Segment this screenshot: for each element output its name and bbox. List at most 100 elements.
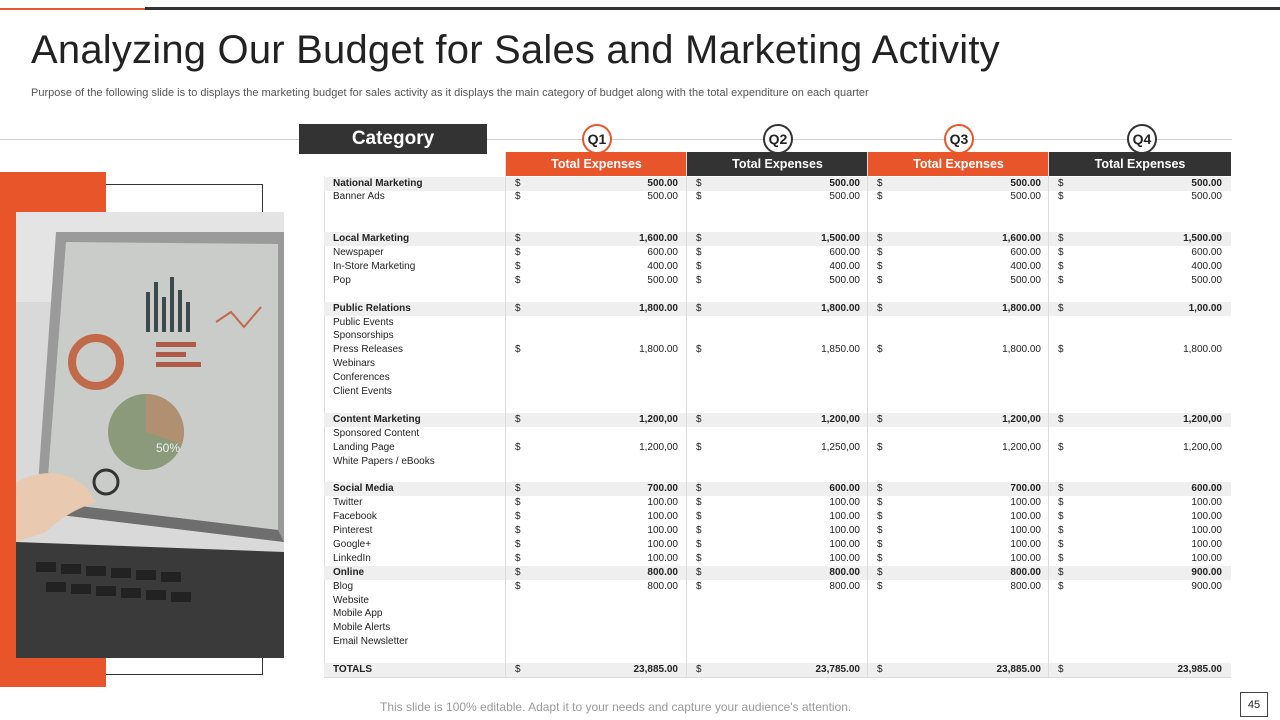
table-row: Press Releases $1,800.00 $1,850.00 $1,800.0…: [324, 343, 1231, 357]
row-label: National Marketing: [333, 177, 423, 189]
currency-symbol: $: [696, 566, 702, 578]
table-row: Online $800.00 $800.00 $800.00 $900.00: [324, 565, 1231, 580]
currency-symbol: $: [877, 191, 883, 203]
table-row: Sponsorships: [324, 329, 1231, 343]
currency-symbol: $: [877, 538, 883, 550]
table-row: In-Store Marketing $400.00 $400.00 $400.00 $…: [324, 260, 1231, 274]
currency-symbol: $: [1058, 344, 1064, 356]
row-label: Local Marketing: [333, 233, 410, 245]
amount-q1: 1,600.00: [639, 233, 678, 245]
amount-q4: 1,500.00: [1183, 233, 1222, 245]
currency-symbol: $: [696, 344, 702, 356]
amount-q2: 600.00: [829, 247, 860, 258]
amount-q1: 500.00: [647, 274, 678, 286]
row-label: Google+: [333, 538, 372, 550]
currency-symbol: $: [1058, 247, 1064, 258]
currency-symbol: $: [1058, 664, 1064, 675]
currency-symbol: $: [1058, 274, 1064, 286]
currency-symbol: $: [696, 552, 702, 564]
currency-symbol: $: [877, 664, 883, 675]
amount-q3: 400.00: [1010, 260, 1041, 272]
column-separator: [867, 152, 868, 678]
table-row: Conferences: [324, 371, 1231, 385]
amount-q4: 600.00: [1191, 483, 1222, 495]
row-label: Mobile App: [333, 608, 383, 620]
currency-symbol: $: [696, 441, 702, 453]
amount-q1: 700.00: [647, 483, 678, 495]
amount-q4: 23,985.00: [1177, 664, 1223, 675]
currency-symbol: $: [1058, 483, 1064, 495]
amount-q3: 700.00: [1010, 483, 1041, 495]
amount-q1: 100.00: [647, 511, 678, 523]
currency-symbol: $: [1058, 177, 1064, 189]
currency-symbol: $: [515, 191, 521, 203]
row-label: Online: [333, 566, 365, 578]
currency-symbol: $: [877, 525, 883, 536]
currency-symbol: $: [515, 177, 521, 189]
table-row: Webinars: [324, 357, 1231, 371]
page-number: 45: [1240, 692, 1268, 717]
amount-q4: 900.00: [1191, 580, 1222, 592]
amount-q1: 400.00: [647, 260, 678, 272]
category-header: Category: [299, 124, 487, 154]
table-row: Pop $500.00 $500.00 $500.00 $500.00: [324, 274, 1231, 288]
amount-q3: 500.00: [1010, 177, 1041, 189]
row-label: Public Relations: [333, 302, 411, 314]
currency-symbol: $: [1058, 302, 1064, 314]
row-label: LinkedIn: [333, 552, 371, 564]
amount-q2: 800.00: [829, 580, 860, 592]
table-row: Blog $800.00 $800.00 $800.00 $900.00: [324, 580, 1231, 594]
currency-symbol: $: [696, 497, 702, 509]
currency-symbol: $: [877, 441, 883, 453]
top-divider-bar: [145, 7, 1280, 10]
amount-q2: 400.00: [829, 260, 860, 272]
amount-q2: 1,500.00: [821, 233, 860, 245]
currency-symbol: $: [515, 302, 521, 314]
amount-q3: 1,200,00: [1002, 413, 1041, 425]
amount-q3: 100.00: [1010, 552, 1041, 564]
amount-q3: 500.00: [1010, 191, 1041, 203]
amount-q1: 600.00: [647, 247, 678, 258]
currency-symbol: $: [1058, 525, 1064, 536]
q1-column-header: Total Expenses: [506, 152, 687, 176]
table-row: Sponsored Content: [324, 427, 1231, 441]
column-separator: [1048, 152, 1049, 678]
column-separator: [686, 152, 687, 678]
quarter-q3-badge: Q3: [944, 124, 974, 154]
amount-q4: 500.00: [1191, 177, 1222, 189]
currency-symbol: $: [1058, 511, 1064, 523]
row-label: Public Events: [333, 316, 394, 328]
currency-symbol: $: [515, 413, 521, 425]
row-label: Client Events: [333, 386, 392, 397]
quarter-q4-badge: Q4: [1127, 124, 1157, 154]
currency-symbol: $: [515, 260, 521, 272]
currency-symbol: $: [877, 233, 883, 245]
currency-symbol: $: [1058, 497, 1064, 509]
amount-q2: 23,785.00: [815, 664, 861, 675]
table-row: Email Newsletter: [324, 635, 1231, 649]
amount-q1: 100.00: [647, 525, 678, 536]
table-row-spacer: [324, 649, 1231, 663]
amount-q2: 100.00: [829, 552, 860, 564]
amount-q2: 100.00: [829, 497, 860, 509]
currency-symbol: $: [515, 566, 521, 578]
table-row: Website: [324, 594, 1231, 608]
table-row: White Papers / eBooks: [324, 455, 1231, 469]
currency-symbol: $: [1058, 260, 1064, 272]
currency-symbol: $: [515, 538, 521, 550]
amount-q2: 500.00: [829, 191, 860, 203]
amount-q2: 800.00: [829, 566, 860, 578]
row-label: Twitter: [333, 497, 363, 509]
amount-q4: 1,00.00: [1188, 302, 1222, 314]
currency-symbol: $: [515, 247, 521, 258]
currency-symbol: $: [515, 664, 521, 675]
amount-q3: 1,800.00: [1002, 344, 1041, 356]
currency-symbol: $: [877, 247, 883, 258]
currency-symbol: $: [877, 177, 883, 189]
row-label: Banner Ads: [333, 191, 385, 203]
currency-symbol: $: [877, 344, 883, 356]
column-separator: [505, 152, 506, 678]
amount-q3: 500.00: [1010, 274, 1041, 286]
currency-symbol: $: [515, 497, 521, 509]
currency-symbol: $: [877, 580, 883, 592]
